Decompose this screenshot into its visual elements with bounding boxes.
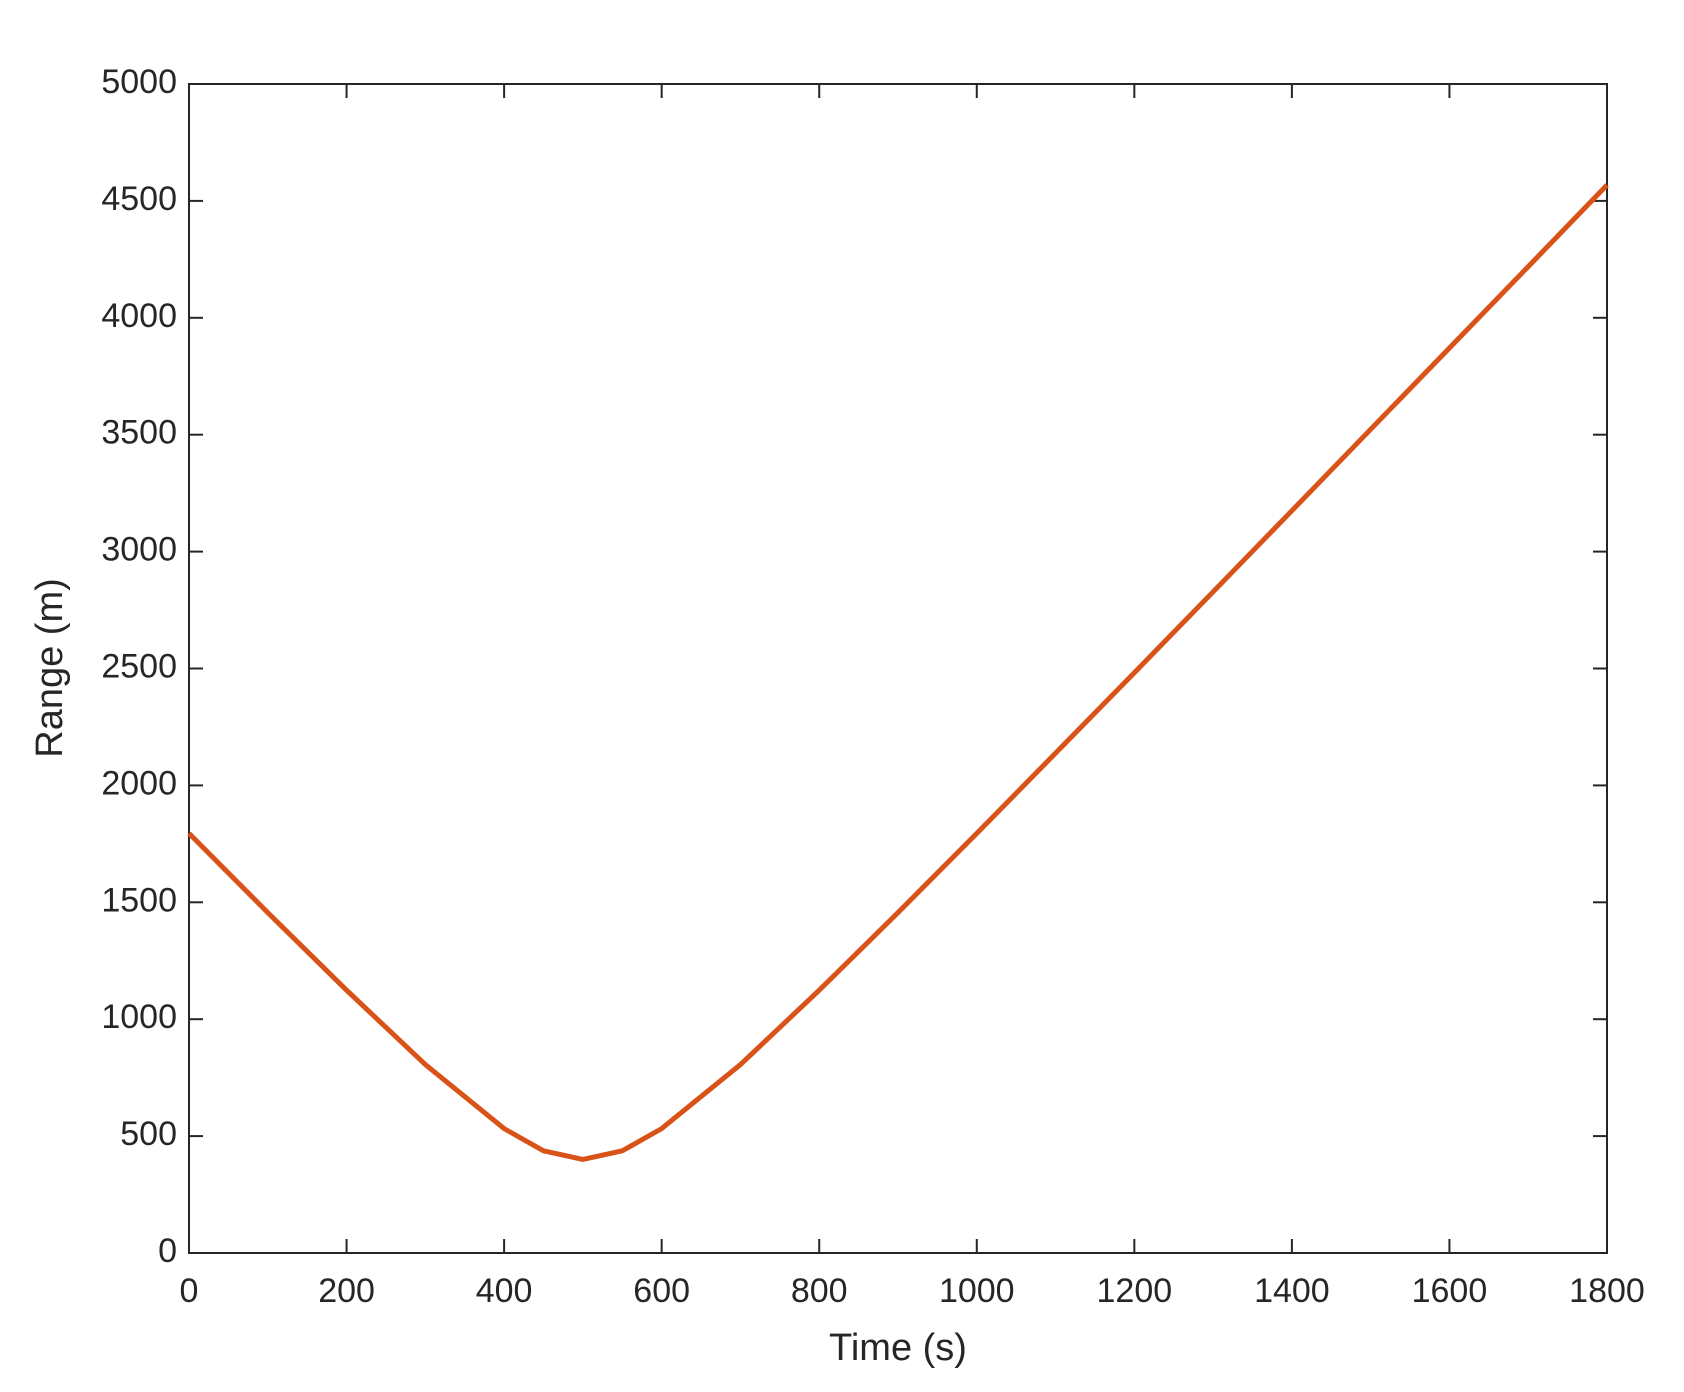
y-tick-label: 2000 [101,764,177,802]
x-tick-label: 1000 [939,1272,1015,1310]
y-tick-label: 1000 [101,998,177,1036]
y-axis-label: Range (m) [29,578,71,758]
x-tick-label: 600 [633,1272,690,1310]
data-line [187,183,1609,1162]
x-axis-label: Time (s) [829,1327,967,1369]
y-tick-label: 2500 [101,647,177,685]
y-tick-label: 3000 [101,531,177,569]
x-tick-label: 0 [180,1272,199,1310]
x-tick-label: 800 [791,1272,848,1310]
y-tick-label: 4500 [101,180,177,218]
y-tick-label: 500 [120,1115,177,1153]
y-tick-label: 5000 [101,63,177,101]
x-tick-label: 200 [318,1272,375,1310]
y-tick-label: 4000 [101,297,177,335]
y-tick-label: 3500 [101,414,177,452]
x-tick-label: 1800 [1569,1272,1645,1310]
y-tick-label: 0 [158,1232,177,1270]
x-tick-label: 1600 [1412,1272,1488,1310]
y-tick-label: 1500 [101,881,177,919]
plot-frame [188,83,1608,1254]
x-tick-label: 400 [476,1272,533,1310]
x-tick-label: 1200 [1097,1272,1173,1310]
x-tick-label: 1400 [1254,1272,1330,1310]
